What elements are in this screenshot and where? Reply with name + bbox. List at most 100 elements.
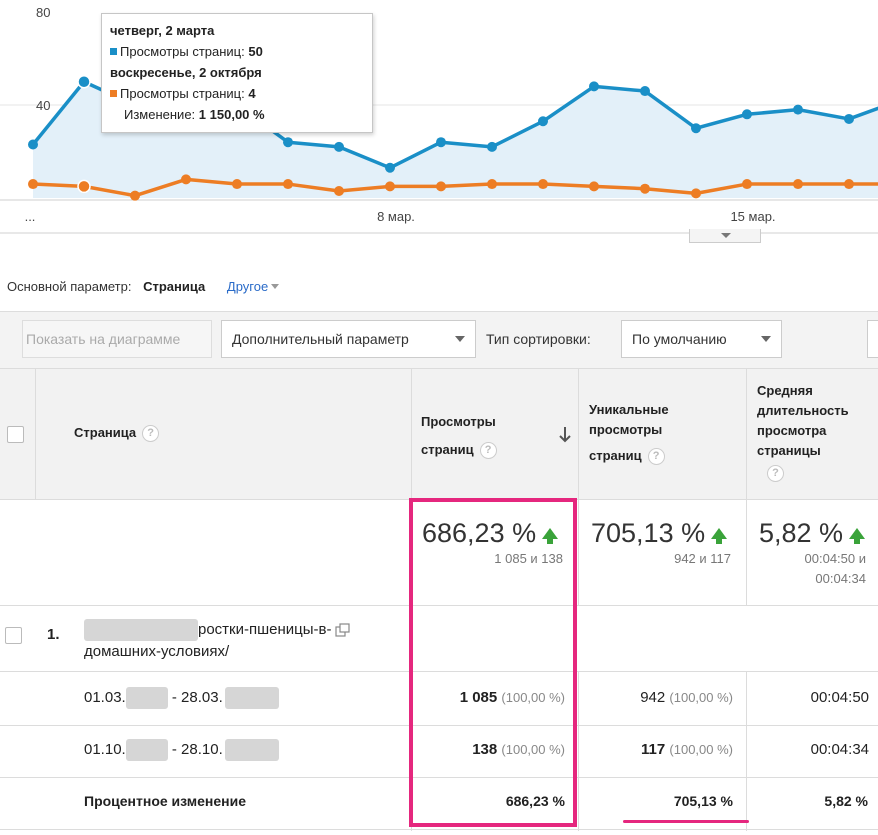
primary-dimension-current[interactable]: Страница	[143, 279, 206, 294]
header-page[interactable]: Страница?	[74, 423, 160, 443]
time-value: 00:04:34	[810, 741, 869, 758]
unique-change: 705,13 %	[673, 793, 733, 809]
date-range-1: 01.03. - 28.03.	[84, 687, 279, 709]
unique-value: 942 (100,00 %)	[640, 689, 733, 706]
header-pageviews[interactable]: Просмотры страниц?	[421, 408, 497, 464]
total-pageviews-change: 686,23 %	[422, 518, 559, 549]
external-link-icon[interactable]	[335, 623, 351, 637]
series-1-point[interactable]	[283, 137, 293, 148]
primary-dimension-other-link[interactable]: Другое	[227, 279, 280, 294]
row-checkbox[interactable]	[5, 627, 22, 644]
series-2-point[interactable]	[28, 179, 38, 190]
pageviews-value: 1 085 (100,00 %)	[459, 689, 565, 706]
series-1-point[interactable]	[538, 116, 548, 127]
series-2-point[interactable]	[130, 190, 140, 201]
tooltip-date-2: воскресенье, 2 октября	[110, 65, 262, 80]
series-2-point[interactable]	[538, 179, 548, 190]
help-icon[interactable]: ?	[479, 442, 497, 460]
series-2-point[interactable]	[742, 179, 752, 190]
header-avg-time[interactable]: Средняя длительность просмотра страницы …	[757, 381, 849, 483]
x-tick-label: 15 мар.	[730, 209, 775, 224]
plot-rows-button[interactable]: Показать на диаграмме	[22, 320, 212, 358]
series-2-line	[32, 177, 878, 198]
time-value: 00:04:50	[810, 689, 869, 706]
table-toolbar: Показать на диаграмме Дополнительный пар…	[0, 311, 878, 370]
total-time-change: 5,82 %	[759, 518, 866, 549]
series-1-point[interactable]	[28, 139, 38, 150]
series-2-point[interactable]	[691, 188, 701, 199]
primary-dimension-label: Основной параметр:	[7, 279, 132, 294]
series-2-point[interactable]	[589, 181, 599, 192]
help-icon[interactable]: ?	[647, 448, 665, 466]
sort-type-dropdown[interactable]: По умолчанию	[621, 320, 782, 358]
chart-expand-handle[interactable]	[689, 229, 761, 243]
series-2-point[interactable]	[487, 179, 497, 190]
toolbar-search-button[interactable]	[867, 320, 878, 358]
primary-dimension-bar: Основной параметр: Страница Другое	[7, 279, 280, 294]
arrow-up-icon	[542, 528, 559, 544]
arrow-up-icon	[849, 528, 866, 544]
total-time-values: 00:04:50 и 00:04:34	[804, 551, 866, 586]
chevron-down-icon	[761, 336, 771, 342]
series-1-point[interactable]	[793, 104, 803, 115]
redacted-text	[84, 619, 198, 642]
header-unique-pageviews[interactable]: Уникальные просмотры страниц?	[589, 400, 669, 466]
series-2-point[interactable]	[77, 179, 91, 194]
series-1-point[interactable]	[742, 109, 752, 120]
series-1-point[interactable]	[589, 81, 599, 92]
highlight-underline	[623, 820, 749, 823]
redacted-text	[224, 687, 279, 709]
series-2-point[interactable]	[385, 181, 395, 192]
row-page-path[interactable]: ростки-пшеницы-в- домашних-условиях/	[84, 619, 404, 663]
series-1-point[interactable]	[77, 75, 91, 89]
pageviews-value: 138 (100,00 %)	[472, 741, 565, 758]
series-2-point[interactable]	[283, 179, 293, 190]
secondary-dimension-dropdown[interactable]: Дополнительный параметр	[221, 320, 476, 358]
chevron-down-icon	[271, 284, 280, 289]
total-unique-values: 942 и 117	[674, 551, 731, 566]
sort-descending-icon[interactable]	[558, 426, 572, 444]
series-1-point[interactable]	[487, 141, 497, 152]
tooltip-metric-2: Просмотры страниц: 4	[110, 83, 364, 104]
series-1-point[interactable]	[436, 137, 446, 148]
series-1-point[interactable]	[334, 141, 344, 152]
help-icon[interactable]: ?	[767, 465, 784, 483]
chart-tooltip: четверг, 2 марта Просмотры страниц: 50 в…	[101, 13, 373, 133]
series-2-swatch-icon	[110, 90, 117, 97]
series-2-point[interactable]	[232, 179, 242, 190]
redacted-text	[224, 739, 279, 761]
x-tick-label: 8 мар.	[377, 209, 415, 224]
series-1-swatch-icon	[110, 48, 117, 55]
unique-value: 117 (100,00 %)	[641, 741, 733, 758]
y-tick-label: 40	[36, 98, 50, 113]
series-1-point[interactable]	[640, 86, 650, 97]
chevron-down-icon	[455, 336, 465, 342]
series-1-point[interactable]	[385, 162, 395, 173]
arrow-up-icon	[711, 528, 728, 544]
series-1-point[interactable]	[691, 123, 701, 134]
highlight-box	[409, 498, 577, 827]
sort-type-label: Тип сортировки:	[486, 331, 591, 347]
redacted-text	[125, 739, 168, 761]
help-icon[interactable]: ?	[142, 425, 160, 443]
x-tick-label: ...	[25, 209, 36, 224]
data-table: Страница? Просмотры страниц? Уникальные …	[0, 368, 878, 835]
series-2-point[interactable]	[793, 179, 803, 190]
select-all-checkbox[interactable]	[7, 426, 24, 443]
series-2-point[interactable]	[334, 186, 344, 197]
time-change: 5,82 %	[824, 793, 868, 809]
total-pageviews-values: 1 085 и 138	[494, 551, 563, 566]
line-chart: 80 40... 8 мар. 15 мар. четверг, 2 марта Пр…	[0, 0, 878, 245]
pageviews-change: 686,23 %	[505, 793, 565, 809]
series-2-point[interactable]	[181, 174, 191, 185]
series-2-point[interactable]	[844, 179, 854, 190]
row-index: 1.	[47, 626, 60, 643]
total-unique-change: 705,13 %	[591, 518, 728, 549]
tooltip-metric-1: Просмотры страниц: 50	[110, 41, 364, 62]
y-tick-label: 80	[36, 5, 50, 20]
series-1-point[interactable]	[844, 113, 854, 124]
series-2-point[interactable]	[436, 181, 446, 192]
series-2-point[interactable]	[640, 183, 650, 194]
percent-change-label: Процентное изменение	[84, 793, 247, 809]
date-range-2: 01.10. - 28.10.	[84, 739, 279, 761]
